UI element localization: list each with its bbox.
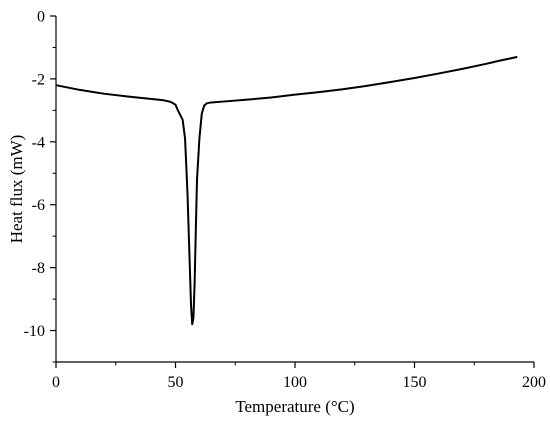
- heat-flux-series-line: [55, 55, 518, 326]
- y-tick-label: -6: [32, 197, 45, 214]
- x-tick-label: 0: [52, 374, 60, 391]
- y-tick-label: -4: [32, 134, 45, 151]
- x-axis-title: Temperature (°C): [235, 397, 354, 416]
- y-axis-ticks: 0 -2 -4 -6 -8 -10: [24, 9, 56, 363]
- x-tick-label: 200: [522, 374, 546, 391]
- y-tick-label: -8: [32, 260, 45, 277]
- y-tick-label: 0: [37, 9, 45, 26]
- y-axis-title: Heat flux (mW): [7, 135, 26, 244]
- x-tick-label: 150: [403, 374, 427, 391]
- x-tick-label: 100: [283, 374, 307, 391]
- y-tick-label: -10: [24, 323, 45, 340]
- x-axis-ticks: 0 50 100 150 200: [52, 362, 546, 391]
- y-tick-label: -2: [32, 71, 45, 88]
- x-tick-label: 50: [168, 374, 184, 391]
